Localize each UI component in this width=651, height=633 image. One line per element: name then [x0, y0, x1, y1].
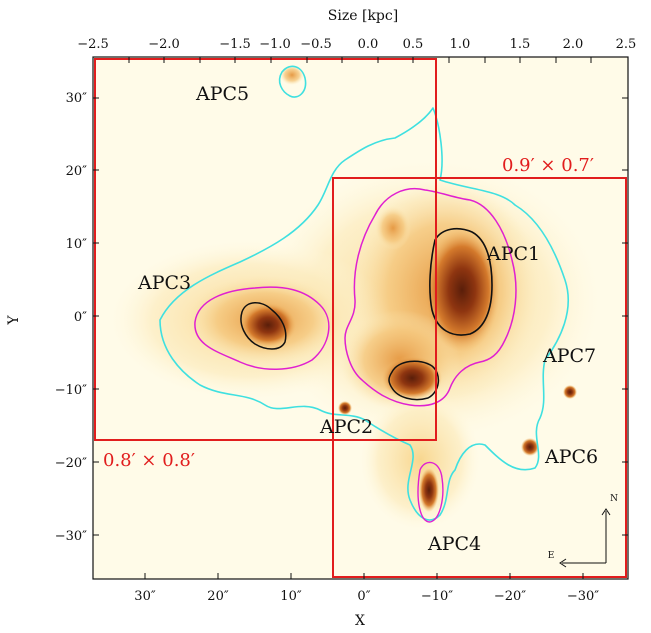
bottom-tick-label: −30″	[567, 589, 599, 604]
top-tick-label: 1.0	[450, 37, 471, 52]
left-tick-label: 0″	[74, 310, 87, 325]
compass-north-label: N	[610, 494, 618, 504]
top-tick-label: −1.0	[259, 37, 291, 52]
field-size-right: 0.9′ × 0.7′	[502, 155, 594, 176]
field-size-left: 0.8′ × 0.8′	[103, 450, 195, 471]
bottom-tick-label: 30″	[134, 589, 156, 604]
top-tick-label: 2.5	[616, 37, 637, 52]
region-label-apc3: APC3	[137, 272, 191, 294]
bottom-axis-title: X	[355, 613, 365, 629]
top-tick-label: 1.5	[510, 37, 531, 52]
compass-east-label: E	[548, 551, 555, 561]
bottom-tick-label: −10″	[421, 589, 453, 604]
region-label-apc2: APC2	[319, 416, 373, 438]
top-tick-label: 0.0	[358, 37, 379, 52]
left-tick-label: 30″	[66, 91, 88, 106]
top-tick-label: −1.5	[219, 37, 251, 52]
top-tick-label: −0.5	[300, 37, 332, 52]
bottom-tick-label: −20″	[494, 589, 526, 604]
region-label-apc7: APC7	[542, 345, 596, 367]
region-label-apc1: APC1	[486, 243, 540, 265]
left-tick-label: 20″	[66, 164, 88, 179]
region-label-apc6: APC6	[544, 446, 598, 468]
top-tick-label: 2.0	[563, 37, 584, 52]
left-tick-label: −20″	[55, 456, 87, 471]
left-tick-label: −30″	[55, 529, 87, 544]
region-label-apc5: APC5	[195, 83, 249, 105]
left-tick-label: −10″	[55, 383, 87, 398]
top-axis-title: Size [kpc]	[328, 8, 398, 24]
region-label-apc4: APC4	[427, 533, 481, 555]
top-tick-label: 0.5	[403, 37, 424, 52]
left-axis-title: Y	[6, 315, 22, 326]
top-tick-label: −2.0	[148, 37, 180, 52]
top-tick-label: −2.5	[77, 37, 109, 52]
bottom-tick-label: 20″	[207, 589, 229, 604]
bottom-tick-label: 0″	[357, 589, 370, 604]
left-tick-label: 10″	[66, 237, 88, 252]
bottom-tick-label: 10″	[280, 589, 302, 604]
